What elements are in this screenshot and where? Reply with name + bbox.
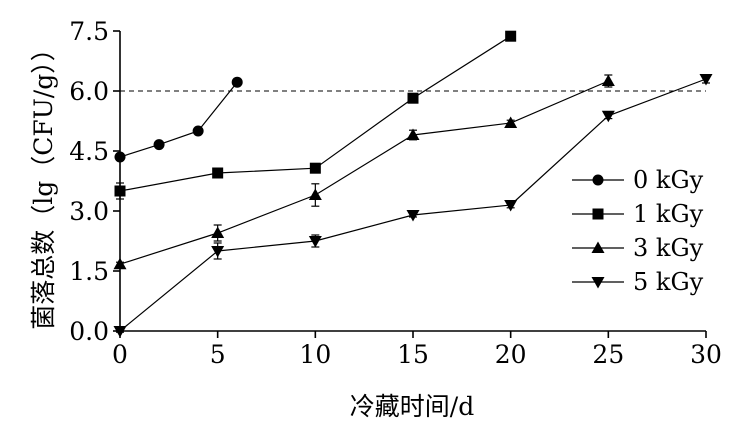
legend-marker-0-kgy — [592, 174, 604, 186]
y-tick-label: 3.0 — [69, 197, 109, 226]
legend-label-1-kgy: 1 kGy — [633, 200, 704, 228]
x-tick-label: 30 — [690, 340, 722, 369]
data-point-1-kgy — [505, 30, 517, 42]
x-tick-label: 15 — [397, 340, 429, 369]
legend-marker-3-kgy — [591, 241, 605, 253]
y-tick-label: 7.5 — [69, 17, 109, 46]
plot-area — [113, 30, 713, 338]
series-line-5-kgy — [119, 78, 707, 332]
legend-label-0-kgy: 0 kGy — [633, 166, 704, 194]
x-tick-label: 5 — [210, 340, 226, 369]
y-axis-title: 菌落总数（lg（CFU/g）） — [29, 36, 58, 329]
x-tick-label: 25 — [592, 340, 624, 369]
data-point-5-kgy — [211, 246, 225, 258]
legend-label-5-kgy: 5 kGy — [633, 268, 704, 296]
legend-label-3-kgy: 3 kGy — [633, 234, 704, 262]
series-1 — [114, 30, 517, 200]
series-line-3-kgy — [119, 80, 609, 265]
data-point-0-kgy — [231, 76, 243, 88]
x-axis-title: 冷藏时间/d — [350, 392, 474, 421]
data-point-5-kgy — [699, 74, 713, 86]
x-tick-label: 10 — [299, 340, 331, 369]
x-tick-label: 0 — [112, 340, 128, 369]
data-point-3-kgy — [113, 257, 127, 270]
data-point-1-kgy — [407, 92, 419, 104]
x-tick-label: 20 — [495, 340, 527, 369]
series-3 — [113, 74, 713, 338]
data-point-3-kgy — [504, 116, 518, 128]
legend-marker-1-kgy — [592, 208, 604, 220]
legend: 0 kGy 1 kGy 3 kGy 5 kGy — [572, 166, 704, 296]
data-point-0-kgy — [153, 139, 165, 151]
data-point-1-kgy — [114, 185, 126, 197]
data-point-5-kgy — [308, 236, 322, 248]
y-tick-label: 1.5 — [69, 257, 109, 286]
data-point-3-kgy — [406, 128, 420, 140]
data-point-0-kgy — [192, 125, 204, 137]
y-tick-label: 6.0 — [69, 77, 109, 106]
data-point-1-kgy — [212, 167, 224, 179]
data-point-3-kgy — [211, 226, 225, 238]
legend-marker-5-kgy — [591, 277, 605, 289]
data-point-5-kgy — [406, 210, 420, 222]
data-point-5-kgy — [113, 326, 127, 338]
y-tick-label: 4.5 — [69, 137, 109, 166]
series-2 — [113, 74, 615, 270]
axes: 0 5 10 15 20 25 30 0.0 1.5 3.0 4.5 6.0 7.5 — [69, 17, 722, 369]
data-point-3-kgy — [601, 74, 615, 86]
data-point-3-kgy — [308, 188, 322, 200]
data-point-0-kgy — [114, 151, 126, 163]
data-point-5-kgy — [601, 110, 615, 123]
y-tick-label: 0.0 — [69, 317, 109, 346]
series-line-0-kgy — [119, 81, 238, 158]
data-point-5-kgy — [504, 200, 518, 212]
data-point-1-kgy — [309, 162, 321, 174]
series-0 — [114, 76, 243, 163]
